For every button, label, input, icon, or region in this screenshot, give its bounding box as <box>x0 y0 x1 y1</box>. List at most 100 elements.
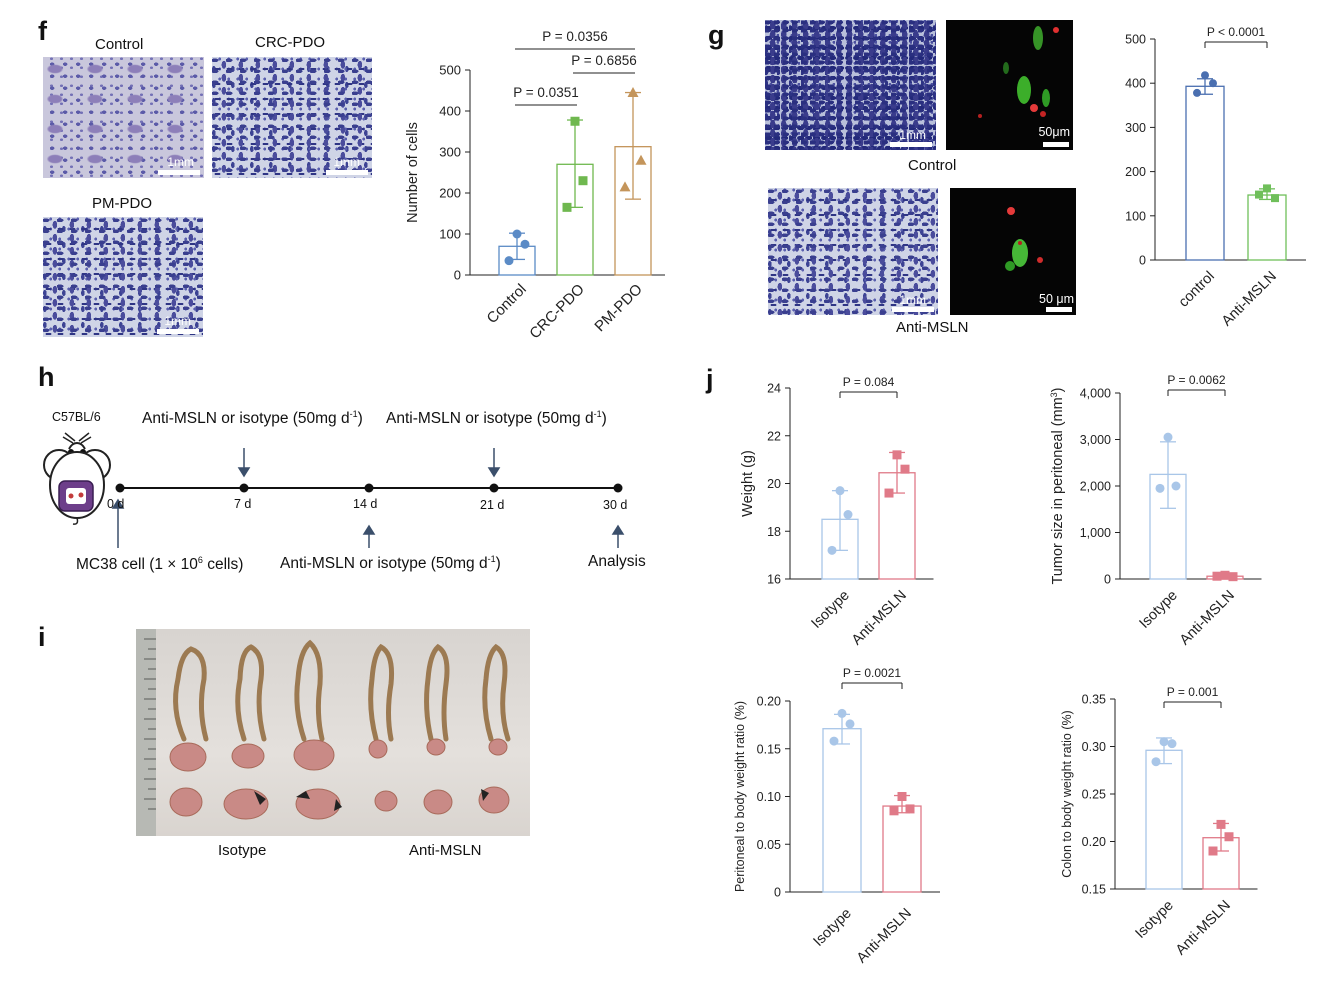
fluorescence-cells <box>978 26 1059 118</box>
day-21-label: 21 d <box>480 498 505 512</box>
data-point <box>1208 846 1218 856</box>
x-category-label: Control <box>484 281 530 327</box>
data-point <box>504 256 514 266</box>
data-point <box>1216 819 1226 829</box>
fluorescence-cells <box>1005 207 1043 271</box>
x-category-label: control <box>1176 269 1218 311</box>
colon-specimens <box>136 629 511 836</box>
data-point <box>578 176 588 186</box>
scale-bar <box>158 170 200 175</box>
y-tick-label: 22 <box>767 429 781 443</box>
data-point <box>897 792 907 801</box>
panel-letter-g: g <box>708 20 725 50</box>
f-bar-chart: 0 100 200 300 400 500 Number of cells ControlCR… <box>405 29 665 342</box>
scale-bar <box>326 170 368 175</box>
scale-label: 1mm <box>899 128 926 142</box>
bar <box>1185 85 1225 261</box>
crc-pdo-micrograph: 1mm <box>212 57 372 178</box>
y-tick-label: 100 <box>439 227 461 242</box>
x-category-label: Isotype <box>1136 588 1180 632</box>
x-category-label: Isotype <box>1132 898 1176 942</box>
x-category-label: Anti-MSLN <box>1219 269 1280 330</box>
data-point <box>1228 572 1238 582</box>
scale-label: 1mm <box>164 314 191 328</box>
pm-image-label: PM-PDO <box>92 195 152 212</box>
data-point <box>1159 737 1169 747</box>
y-tick-label: 0.30 <box>1082 740 1106 754</box>
anti-msln-photo-label: Anti-MSLN <box>409 842 482 859</box>
timeline-dot-7d <box>239 483 249 493</box>
y-tick-label: 2,000 <box>1080 480 1111 494</box>
data-point <box>1271 194 1279 203</box>
data-point <box>627 87 639 98</box>
data-point <box>905 804 915 814</box>
y-tick-label: 4,000 <box>1080 387 1111 401</box>
pm-pdo-micrograph: 1mm <box>43 217 203 337</box>
analysis-label: Analysis <box>588 553 646 570</box>
mc38-injection-label: MC38 cell (1 × 106 cells) <box>76 555 244 574</box>
scale-label: 1mm <box>333 155 360 169</box>
y-tick-label: 18 <box>767 525 781 539</box>
y-tick-label: 20 <box>767 477 781 491</box>
significance-bracket <box>841 682 903 689</box>
scale-bar <box>890 142 932 147</box>
y-tick-label: 3,000 <box>1080 433 1111 447</box>
x-category-label: Isotype <box>810 906 854 950</box>
scale-label: 1mm <box>167 155 194 169</box>
g-bar-chart: 0 100 200 300 400 500 control Anti-MSLN P < 0.00… <box>1125 25 1306 330</box>
timeline-dot-30d <box>613 483 623 493</box>
data-point <box>1212 571 1222 581</box>
y-tick-label: 0.10 <box>757 790 781 804</box>
p-value-label: P = 0.0062 <box>1167 373 1225 387</box>
j-colon-ratio-chart: 0.15 0.20 0.25 0.30 0.35 Colon to body weight… <box>1060 685 1258 958</box>
data-point <box>843 510 853 520</box>
mouse-icon <box>43 432 111 525</box>
timeline-label-7d: Anti-MSLN or isotype (50mg d-1) <box>142 409 363 428</box>
data-point <box>1151 757 1161 767</box>
panel-letter-j: j <box>706 364 714 394</box>
day-0-label: 0 d <box>107 497 125 511</box>
y-tick-label: 24 <box>767 382 781 396</box>
crc-image-label: CRC-PDO <box>255 34 325 51</box>
data-point <box>562 202 572 212</box>
g-anti-micrograph: 1mm <box>768 188 938 315</box>
data-point <box>892 450 902 460</box>
data-point <box>635 154 647 165</box>
timeline-dot-14d <box>364 483 374 493</box>
data-point <box>1224 832 1234 842</box>
y-tick-label: 400 <box>1125 77 1146 91</box>
p-value-label: P = 0.0351 <box>513 85 578 100</box>
j-tumor-size-chart: 0 1,000 2,000 3,000 4,000 Tumor size in perit… <box>1049 373 1262 649</box>
scale-bar <box>892 307 934 312</box>
y-tick-label: 1,000 <box>1080 526 1111 540</box>
bar <box>822 728 862 893</box>
y-tick-label: 0.20 <box>757 695 781 709</box>
p-value-label: P = 0.6856 <box>571 53 636 68</box>
data-point <box>835 486 845 496</box>
significance-bracket <box>1167 389 1226 396</box>
y-tick-label: 0.05 <box>757 838 781 852</box>
x-category-label: Anti-MSLN <box>1177 588 1238 649</box>
bar <box>1247 194 1287 261</box>
x-category-label: Anti-MSLN <box>849 588 910 649</box>
y-tick-label: 0.15 <box>1082 883 1106 897</box>
x-category-label: PM-PDO <box>591 281 645 335</box>
y-tick-label: 500 <box>1125 33 1146 47</box>
y-axis-label: Tumor size in peritoneal (mm3) <box>1049 387 1066 584</box>
data-point <box>884 488 894 498</box>
data-point <box>1263 184 1271 193</box>
scale-bar <box>1043 142 1069 147</box>
y-tick-label: 0 <box>1104 573 1111 587</box>
data-point <box>1220 570 1230 580</box>
data-point <box>900 464 910 474</box>
isotype-photo-label: Isotype <box>218 842 267 859</box>
day-30-label: 30 d <box>603 498 628 512</box>
y-tick-label: 0 <box>1139 254 1146 268</box>
y-tick-label: 200 <box>439 186 461 201</box>
scale-label: 50μm <box>1038 125 1070 139</box>
data-point <box>1201 71 1209 80</box>
timeline-dot-21d <box>489 483 499 493</box>
g-control-fluorescence: 50μm <box>946 20 1073 150</box>
day-14-label: 14 d <box>353 497 378 511</box>
